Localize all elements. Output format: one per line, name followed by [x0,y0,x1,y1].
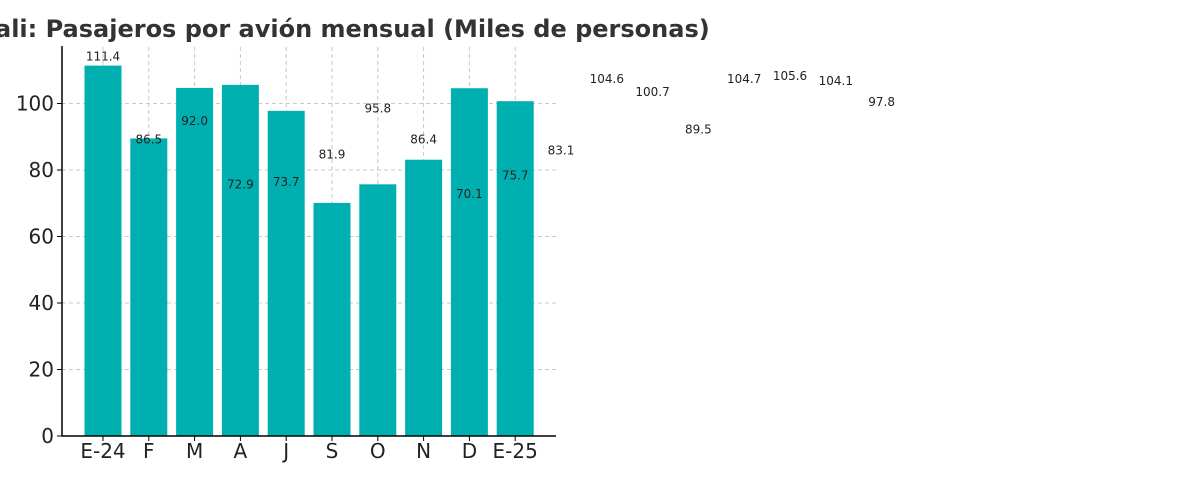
axes [57,46,556,441]
y-tick-label: 80 [29,158,54,182]
data-label: 72.9 [227,178,254,192]
y-tick-label: 60 [29,225,54,249]
bar [405,159,443,436]
data-label: 104.7 [727,72,761,86]
bar [221,84,259,437]
x-tick-label: A [234,439,248,463]
x-tick-label: E-24 [80,439,125,463]
data-labels: 111.4 86.5 92.0 72.9 73.7 81.9 95.8 86.4 70.1 75.… [86,50,895,201]
x-tick-label: O [370,439,386,463]
x-tick-label: N [416,439,431,463]
data-label: 89.5 [685,122,712,136]
data-label: 105.6 [773,69,807,83]
data-label: 111.4 [86,50,120,64]
chart-title: ali: Pasajeros por avión mensual (Miles … [0,15,710,43]
bar [176,87,214,437]
y-tick-label: 100 [16,92,54,116]
bar [313,202,351,436]
bar [496,101,534,436]
data-label: 70.1 [456,187,483,201]
bar [84,65,122,436]
data-label: 86.5 [135,132,162,146]
y-tick-label: 20 [29,358,54,382]
x-tick-label: M [186,439,203,463]
bars [84,65,534,437]
data-label: 95.8 [364,101,391,115]
data-label: 92.0 [181,114,208,128]
bar [130,138,168,436]
bar [359,184,397,436]
tick-labels: 0 20 40 60 80 100 E-24 F M A J S O N D E-25 [16,92,538,463]
data-label: 104.1 [819,74,853,88]
data-label: 104.6 [590,72,624,86]
x-tick-label: D [462,439,477,463]
data-label: 97.8 [868,95,895,109]
data-label: 83.1 [548,144,575,158]
bar [450,88,488,436]
y-tick-label: 40 [29,291,54,315]
y-tick-label: 0 [41,424,54,448]
data-label: 75.7 [502,168,529,182]
bar [267,110,305,436]
x-tick-label: J [281,439,289,463]
data-label: 73.7 [273,175,300,189]
data-label: 81.9 [319,148,346,162]
x-tick-label: E-25 [493,439,538,463]
x-tick-label: S [326,439,339,463]
data-label: 86.4 [410,133,437,147]
data-label: 100.7 [635,85,669,99]
x-tick-label: F [143,439,155,463]
